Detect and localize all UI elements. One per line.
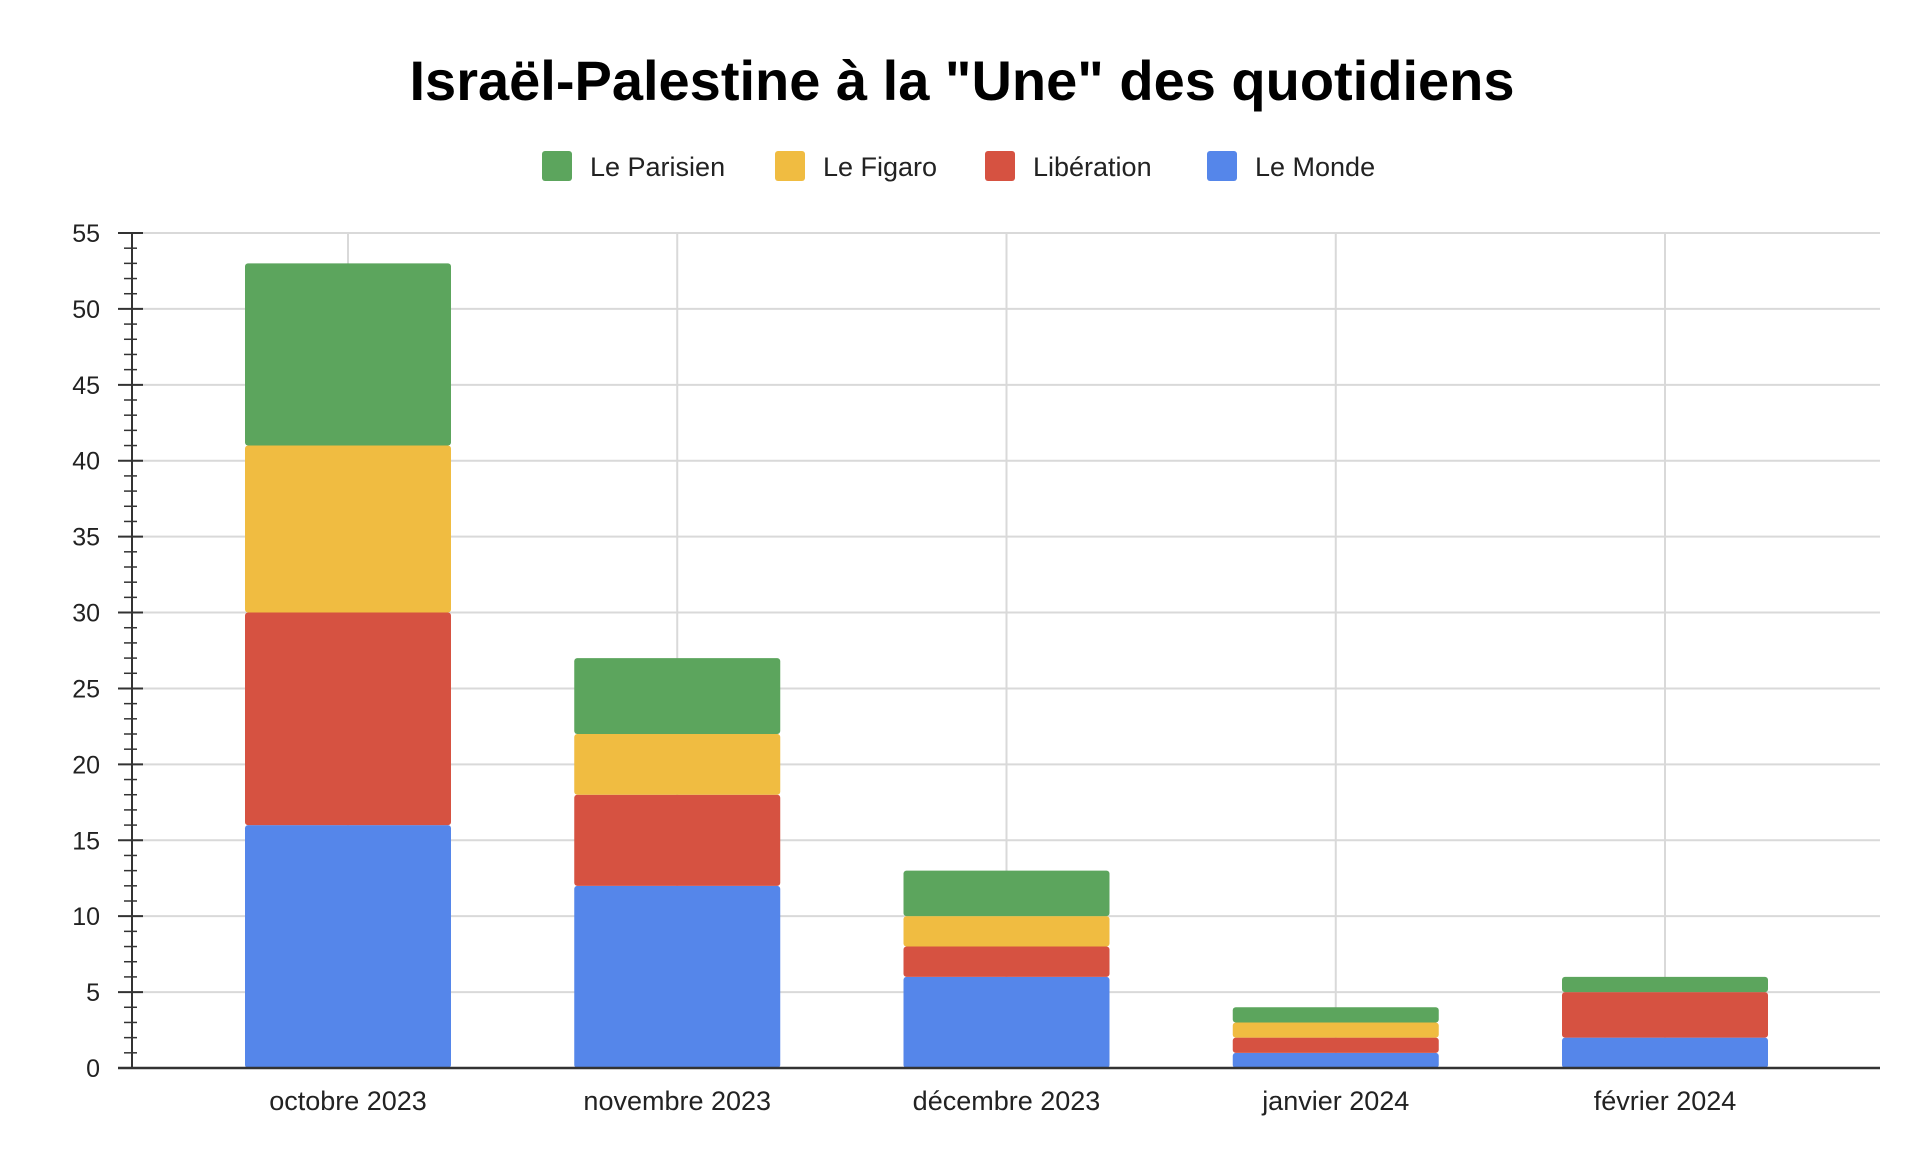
legend-swatch	[1207, 151, 1237, 181]
y-tick-label: 55	[72, 220, 100, 248]
y-tick-label: 35	[72, 524, 100, 552]
y-tick-label: 40	[72, 448, 100, 476]
bar-segment	[1232, 1007, 1439, 1023]
chart-title: Israël-Palestine à la "Une" des quotidie…	[409, 49, 1514, 112]
axes: 0 5 10 15 20 25 30 35 40 45 50 55 octobre 2023 novemb…	[72, 220, 1880, 1116]
bar-segment	[1232, 1037, 1439, 1053]
y-tick-label: 30	[72, 600, 100, 628]
bar-segment	[1562, 1037, 1768, 1068]
x-tick-label: février 2024	[1594, 1086, 1737, 1116]
bar-segment	[903, 946, 1110, 977]
legend-swatch	[775, 151, 805, 181]
y-tick-label: 5	[86, 979, 100, 1007]
bar-segment	[245, 445, 451, 613]
x-tick-label: octobre 2023	[269, 1086, 427, 1116]
bar-segment	[1232, 1022, 1439, 1038]
legend-label: Le Monde	[1255, 152, 1375, 182]
y-tick-label: 50	[72, 296, 100, 324]
legend-swatch	[542, 151, 572, 181]
bar-segment	[1562, 976, 1768, 993]
y-tick-label: 25	[72, 675, 100, 703]
y-tick-label: 10	[72, 903, 100, 931]
bar-segment	[245, 612, 451, 826]
bar-segment	[574, 794, 781, 886]
legend: Le Parisien Le Figaro Libération Le Monde	[542, 151, 1375, 182]
x-tick-label: novembre 2023	[583, 1086, 771, 1116]
y-tick-label: 0	[86, 1055, 100, 1083]
bar-segment	[245, 263, 451, 446]
bars	[245, 263, 1768, 1068]
legend-label: Le Parisien	[590, 152, 725, 182]
bar-segment	[574, 885, 781, 1068]
x-tick-label: janvier 2024	[1261, 1086, 1409, 1116]
legend-swatch	[985, 151, 1015, 181]
y-tick-label: 20	[72, 751, 100, 779]
bar-segment	[245, 825, 451, 1068]
x-tick-label: décembre 2023	[913, 1086, 1101, 1116]
bar-segment	[574, 658, 781, 734]
y-tick-label: 45	[72, 372, 100, 400]
bar-segment	[903, 870, 1110, 917]
bar-segment	[903, 976, 1110, 1068]
legend-label: Le Figaro	[823, 152, 937, 182]
bar-segment	[1232, 1052, 1439, 1068]
y-tick-label: 15	[72, 827, 100, 855]
bar-segment	[1562, 992, 1768, 1038]
bar-segment	[903, 916, 1110, 947]
legend-label: Libération	[1033, 152, 1152, 182]
bar-segment	[574, 734, 781, 795]
